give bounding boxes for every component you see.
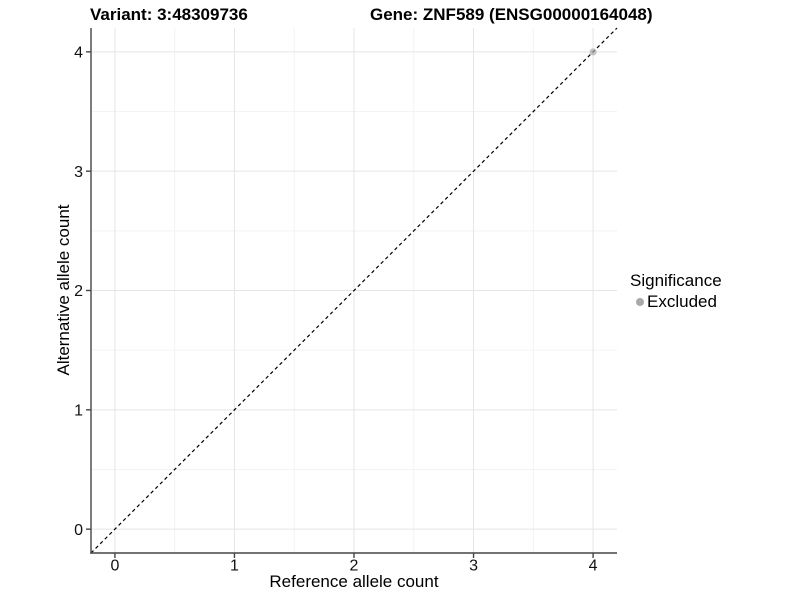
y-tick-label: 0 [74,522,83,539]
data-point-excluded [589,48,597,56]
x-tick-label: 3 [469,558,478,575]
x-tick-label: 0 [110,558,119,575]
y-tick-label: 3 [74,164,83,181]
x-tick-label: 2 [350,558,359,575]
legend-item-excluded: Excluded [630,293,722,311]
y-tick-label: 1 [74,403,83,420]
plot-title-gene: Gene: ZNF589 (ENSG00000164048) [370,5,653,24]
identity-line-dashed [90,27,618,554]
x-tick-label: 4 [589,558,598,575]
y-axis-title: Alternative allele count [54,204,73,376]
y-tick-label: 2 [74,283,83,300]
legend-title: Significance [630,271,722,290]
y-tick-label: 4 [74,45,83,62]
x-axis-title: Reference allele count [269,572,439,591]
legend: Significance Excluded [630,271,722,311]
plot-title-variant: Variant: 3:48309736 [90,5,248,24]
legend-item-label: Excluded [647,292,717,311]
x-tick-label: 1 [230,558,239,575]
excluded-point-icon [636,298,644,306]
